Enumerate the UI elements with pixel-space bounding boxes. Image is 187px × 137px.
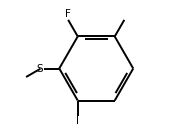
- Text: F: F: [65, 9, 71, 19]
- Text: I: I: [76, 116, 79, 126]
- Text: S: S: [37, 64, 44, 73]
